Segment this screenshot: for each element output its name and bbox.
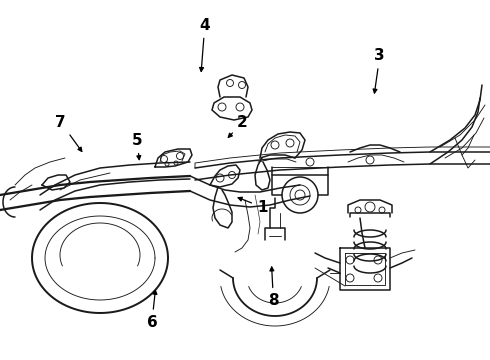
Text: 2: 2: [228, 115, 248, 138]
Text: 5: 5: [132, 133, 143, 159]
Text: 8: 8: [268, 267, 279, 308]
Text: 7: 7: [55, 115, 82, 152]
Text: 6: 6: [147, 291, 157, 330]
Text: 1: 1: [238, 197, 268, 215]
Text: 3: 3: [373, 48, 385, 93]
Text: 4: 4: [199, 18, 210, 71]
